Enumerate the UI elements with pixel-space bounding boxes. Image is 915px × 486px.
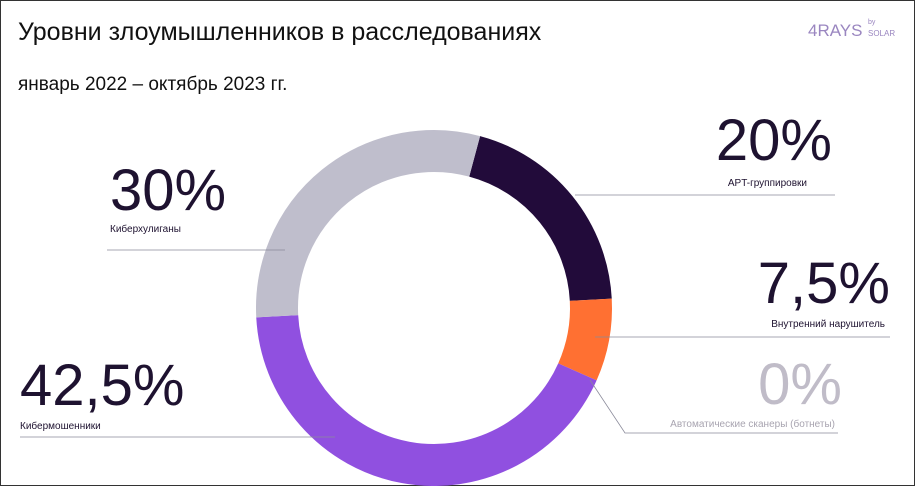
donut-segment [468, 136, 612, 302]
logo-by: by [868, 19, 876, 26]
logo: 4RAYS by SOLAR [808, 19, 895, 40]
value-label: 30% [110, 158, 226, 223]
category-label: Киберхулиганы [110, 223, 181, 235]
category-label: Автоматические сканеры (ботнеты) [670, 418, 835, 430]
donut-segment [256, 314, 597, 486]
logo-owner: SOLAR [868, 29, 895, 38]
donut-segment [256, 130, 481, 318]
value-label: 0% [758, 352, 842, 417]
donut-segment [558, 298, 612, 381]
leader-line [589, 379, 838, 434]
logo-brand: 4RAYS [808, 21, 863, 40]
chart-subtitle: январь 2022 – октябрь 2023 гг. [18, 74, 287, 95]
chart-title: Уровни злоумышленников в расследованиях [18, 18, 542, 46]
value-label: 42,5% [20, 353, 184, 418]
value-label: 20% [716, 108, 832, 173]
category-label: Кибермошенники [20, 420, 101, 432]
category-label: Внутренний нарушитель [771, 319, 885, 330]
value-label: 7,5% [758, 251, 890, 316]
category-label: APT-группировки [728, 178, 807, 189]
